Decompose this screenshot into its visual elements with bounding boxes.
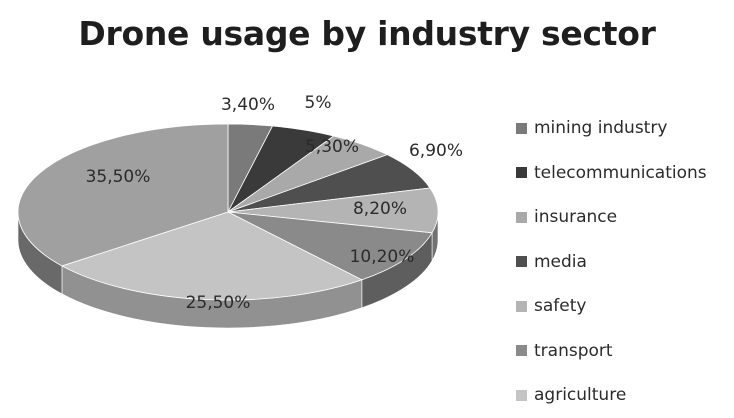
legend-label: safety <box>534 296 587 317</box>
legend-swatch <box>516 389 527 401</box>
legend-label: telecommunications <box>534 162 707 183</box>
pie-labels: 3,40% 5% 5,30% 6,90% 8,20% 10,20% 25,50% 35,50% <box>86 93 463 313</box>
legend-label: insurance <box>534 207 618 228</box>
legend-item: agriculture <box>516 373 707 418</box>
data-label: 10,20% <box>350 247 415 267</box>
pie-slice-agriculture <box>61 211 363 301</box>
pie-chart: 3,40% 5% 5,30% 6,90% 8,20% 10,20% 25,50% 35,50% <box>17 93 463 329</box>
pie-sides <box>17 211 439 329</box>
legend-item: transport <box>516 329 707 374</box>
legend-item: telecommunications <box>516 151 707 196</box>
legend-swatch <box>516 300 527 312</box>
data-label: 6,90% <box>409 141 463 161</box>
chart-legend: mining industry telecommunications insuran… <box>516 106 707 418</box>
data-label: 25,50% <box>186 293 251 313</box>
legend-label: mining industry <box>534 118 668 139</box>
data-label: 5,30% <box>305 137 359 157</box>
legend-item: media <box>516 240 707 285</box>
data-label: 5% <box>305 93 332 113</box>
pie-slice-transport <box>227 211 433 281</box>
legend-label: media <box>534 251 587 272</box>
chart-title: Drone usage by industry sector <box>78 14 656 53</box>
legend-item: safety <box>516 284 707 329</box>
pie-slice-safety <box>227 187 439 234</box>
pie-tops <box>17 123 439 301</box>
legend-swatch <box>516 167 527 179</box>
legend-item: mining industry <box>516 106 707 151</box>
legend-item: insurance <box>516 195 707 240</box>
data-label: 35,50% <box>86 167 151 187</box>
legend-swatch <box>516 211 527 223</box>
pie-slice-unlabeled <box>17 123 229 267</box>
legend-swatch <box>516 345 527 357</box>
legend-swatch <box>516 256 527 268</box>
data-label: 8,20% <box>353 199 407 219</box>
legend-swatch <box>516 122 527 134</box>
legend-label: agriculture <box>534 385 627 406</box>
data-label: 3,40% <box>221 95 275 115</box>
legend-label: transport <box>534 340 613 361</box>
